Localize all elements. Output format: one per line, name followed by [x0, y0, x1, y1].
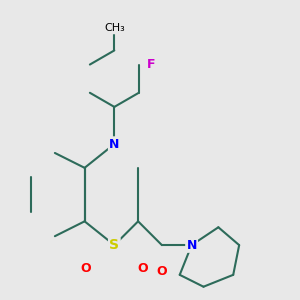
Text: CH₃: CH₃: [104, 23, 125, 33]
Text: O: O: [137, 262, 148, 275]
Text: S: S: [109, 238, 119, 252]
Text: N: N: [109, 138, 119, 151]
Text: F: F: [146, 58, 155, 71]
Text: O: O: [81, 262, 92, 275]
Text: N: N: [186, 238, 197, 252]
Text: O: O: [157, 266, 167, 278]
